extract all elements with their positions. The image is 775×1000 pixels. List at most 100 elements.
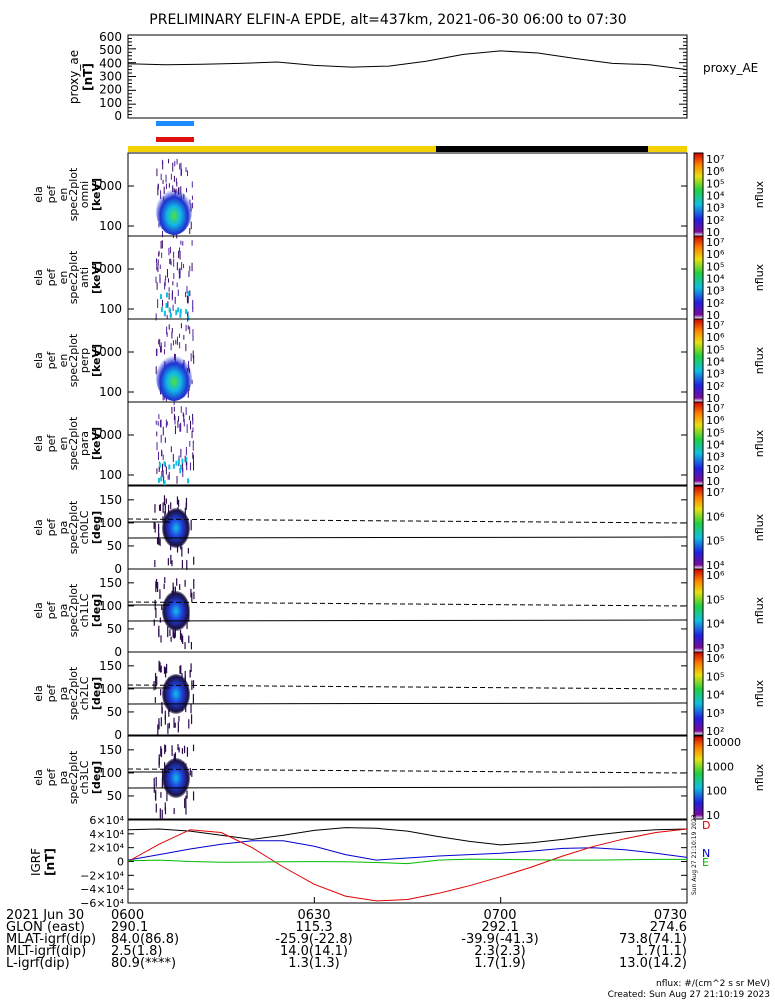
ytick-label: 6×10⁴ [89,814,124,827]
panel-frame [127,152,688,237]
colorbar-tick-label: 10⁴ [706,618,725,631]
spectrogram-pixel [168,464,171,470]
colorbar-tick-label: 10³ [706,642,724,655]
ephemeris-cell: -39.9(-41.3) [461,932,538,947]
ephemeris-cell: 115.3 [295,920,332,935]
ephemeris-cell: 0630 [297,908,330,923]
ephemeris-row-label: 2021 Jun 30 [6,908,84,923]
plot-title: PRELIMINARY ELFIN-A EPDE, alt=437km, 202… [149,12,626,28]
colorbar-tick-label: 10³ [706,451,724,464]
region-markers [128,121,687,152]
ytick-label: 100 [99,599,122,613]
colorbar-label: nflux [753,596,766,624]
ephemeris-table: 2021 Jun 30 0600 0630 0700 0730 GLON (east) 29… [6,897,688,971]
colorbar-tick-label: 10⁷ [706,486,724,499]
spectrogram-pixel [158,477,161,483]
ytick-label: 400 [99,56,122,70]
ylabel-line: [keV] [90,178,103,211]
ylabel-line: pa [57,771,70,785]
spectrogram-pixel [169,312,172,318]
colorbar-tick-label: 10⁶ [706,331,725,344]
colorbar-tick-label: 1000 [706,760,734,773]
ytick-label: −2×10⁴ [80,869,124,882]
ytick-label: 100 [99,766,122,780]
ylabel-line: ela [32,352,45,369]
colorbar-tick-label: 10 [706,226,720,239]
colorbar-tick-label: 10⁷ [706,319,724,332]
ytick-label: 1000 [91,345,122,359]
spectrogram-pixel [181,458,184,464]
ytick-label: 150 [99,576,122,590]
ytick-label: 100 [99,682,122,696]
loss-cone-line [127,536,688,539]
ylabel-line: pef [45,684,58,703]
ylabel-line: [deg] [90,594,103,627]
ephemeris-cell: 290.1 [111,920,148,935]
ytick-label: 0 [114,645,122,659]
ephemeris-cell: 1.3(1.3) [288,956,340,971]
ytick-label: −6×10⁴ [80,897,124,910]
ylabel-line: para [78,431,91,456]
ylabel-line: spec2plot [67,416,80,470]
colorbar-tick-label: 10⁴ [706,559,725,572]
colorbar-label: nflux [753,763,766,791]
ephemeris-cell: 13.0(14.2) [619,956,687,971]
spectrogram-pixel [175,309,178,315]
ylabel-line: spec2plot [67,666,80,720]
ephemeris-cell: 0730 [654,908,687,923]
colorbar-tick-label: 10 [706,809,720,822]
igrf-line-D [127,828,688,902]
ephemeris-cell: -25.9(-22.8) [275,932,352,947]
series-label: proxy_AE [703,61,758,75]
proxy-ae-frame [127,34,688,119]
spectrogram-pixel [177,459,180,465]
spectrogram-pixel [187,478,190,484]
sunlit-bar [648,146,687,152]
ytick-label: 300 [99,70,122,84]
ytick-label: 1000 [91,428,122,442]
ylabel-line: ch2LC [78,676,91,710]
ephemeris-cell: 0700 [483,908,516,923]
flux-blob [162,758,190,798]
ytick-label: 150 [99,493,122,507]
ytick-label: 1000 [91,179,122,193]
ylabel-line: pef [45,434,58,453]
spectrogram-pixel [163,461,166,467]
colorbar-tick-label: 10⁵ [706,177,724,190]
igrf-legend-label: N [702,847,710,860]
ytick-label: 0 [117,856,124,869]
colorbar [693,235,704,320]
colorbar-tick-label: 10⁵ [706,343,724,356]
colorbar-tick-label: 10 [706,309,720,322]
colorbar-tick-label: 10⁶ [706,569,725,582]
flux-blob [162,591,190,631]
ephemeris-row-label: L-igrf(dip) [6,956,70,971]
colorbar [693,568,704,653]
ylabel-line: spec2plot [67,750,80,804]
ylabel-line: pef [45,185,58,204]
colorbar-tick-label: 10² [706,214,724,227]
ephemeris-cell: 0600 [111,908,144,923]
ytick-label: 50 [107,789,122,803]
colorbar-tick-label: 10⁴ [706,190,725,203]
ylabel-line: ela [32,435,45,452]
loss-cone-line [127,601,688,607]
spectrogram-pixel [187,291,190,297]
ytick-label: 50 [107,622,122,636]
colorbar-tick-label: 10⁵ [706,593,724,606]
spectrogram-pixel [179,312,182,318]
ylabel-line: pa [57,521,70,535]
panel-frame [127,735,688,820]
spectrogram-pixel [187,315,190,321]
colorbar-tick-label: 10⁵ [706,260,724,273]
colorbar-tick-label: 10⁶ [706,165,725,178]
ylabel-line: [deg] [90,511,103,544]
colorbar-label: nflux [753,346,766,374]
colorbar-tick-label: 10² [706,297,724,310]
ytick-label: 200 [99,83,122,97]
ytick-label: 150 [99,743,122,757]
